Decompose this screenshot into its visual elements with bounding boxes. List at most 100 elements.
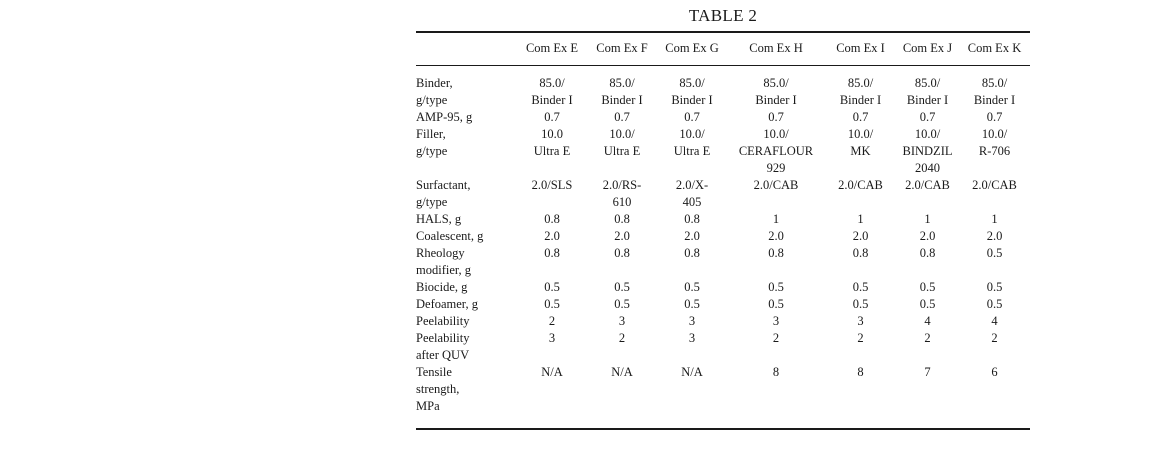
table-row: Peelability after QUV 3 2 3 2 2 2 2 <box>416 330 1030 364</box>
column-header: Com Ex F <box>596 41 648 55</box>
table-cell: 0.5 <box>544 297 560 311</box>
table-body: Binder, g/type 85.0/Binder I 85.0/Binder I 8… <box>416 66 1030 415</box>
table-cell: 2.0 <box>852 229 869 243</box>
table-cell: 2.0 <box>544 229 560 243</box>
table-title: TABLE 2 <box>688 6 758 25</box>
table-cell: 0.7 <box>614 110 630 124</box>
table-cell: 2 <box>857 331 864 345</box>
table-cell: 8 <box>772 365 780 379</box>
table-cell: 2 <box>618 331 626 345</box>
row-label: Biocide, g <box>416 280 468 294</box>
table-cell: 6 <box>991 365 998 379</box>
header-spacer <box>416 66 1030 75</box>
table-cell: 2 <box>924 331 931 345</box>
column-header: Com Ex J <box>902 41 953 55</box>
table-cell: 2.0/RS- 610 <box>602 178 642 209</box>
table-cell: 2.0/CAB <box>753 178 799 192</box>
table-cell: 2.0/X- 405 <box>675 178 709 209</box>
table-row: Biocide, g 0.5 0.5 0.5 0.5 0.5 0.5 0.5 <box>416 279 1030 296</box>
table-cell: 0.5 <box>544 280 560 294</box>
table-cell: 2.0 <box>684 229 700 243</box>
table-cell: 1 <box>772 212 780 226</box>
row-label: Tensile strength, MPa <box>416 365 460 413</box>
table-cell: 1 <box>991 212 998 226</box>
row-label: HALS, g <box>416 212 462 226</box>
table-cell: 0.5 <box>919 297 936 311</box>
table-cell: 0.5 <box>986 297 1003 311</box>
table-cell: 2.0/CAB <box>838 178 883 192</box>
table-cell: 0.5 <box>986 280 1003 294</box>
column-header: Com Ex G <box>665 41 719 55</box>
table-bottom-rule <box>416 428 1030 430</box>
table-cell: 0.5 <box>684 280 700 294</box>
table-cell: 4 <box>924 314 931 328</box>
table-cell: 0.7 <box>544 110 560 124</box>
table-cell: 3 <box>857 314 864 328</box>
data-table: Com Ex E Com Ex F Com Ex G Com Ex H Com Ex I… <box>416 40 1030 415</box>
column-header: Com Ex K <box>967 41 1022 55</box>
column-header: Com Ex E <box>525 41 579 55</box>
table-row: Rheology modifier, g 0.8 0.8 0.8 0.8 0.8 0.8 0.5 <box>416 245 1030 279</box>
table-cell: 2.0 <box>986 229 1003 243</box>
table-cell: N/A <box>611 365 633 379</box>
table-cell: 2.0/SLS <box>531 178 573 192</box>
table-cell: 0.7 <box>986 110 1003 124</box>
table-cell: 2 <box>772 331 780 345</box>
header-cell-empty <box>416 40 517 66</box>
table-row: Surfactant, g/type 2.0/SLS 2.0/RS- 610 2.0/X-… <box>416 177 1030 211</box>
table-cell: 0.7 <box>684 110 700 124</box>
table-cell: 0.8 <box>544 246 560 260</box>
column-header: Com Ex H <box>749 41 803 55</box>
table-cell: 0.7 <box>919 110 936 124</box>
table-cell: 0.8 <box>852 246 869 260</box>
table-cell: 0.8 <box>919 246 936 260</box>
table-cell: 0.8 <box>684 212 700 226</box>
table-cell: 85.0/Binder I <box>601 76 643 107</box>
table-cell: 2.0/CAB <box>972 178 1017 192</box>
table-cell: 10.0/R-706 <box>978 127 1011 158</box>
table-cell: 2.0/CAB <box>905 178 950 192</box>
table-cell: 3 <box>772 314 780 328</box>
table-row: Binder, g/type 85.0/Binder I 85.0/Binder I 8… <box>416 75 1030 109</box>
table-cell: 0.5 <box>684 297 700 311</box>
table-cell: 2.0 <box>919 229 936 243</box>
table-row: Filler, g/type 10.0 Ultra E 10.0/Ultra E 10.0… <box>416 126 1030 177</box>
row-label: Rheology modifier, g <box>416 246 472 277</box>
table-cell: 3 <box>688 331 696 345</box>
row-label: Peelability after QUV <box>416 331 470 362</box>
table-cell: 7 <box>924 365 931 379</box>
table-cell: 2 <box>991 331 998 345</box>
table-cell: 0.5 <box>852 280 869 294</box>
table-cell: N/A <box>541 365 563 379</box>
table-cell: 0.8 <box>768 246 784 260</box>
table-cell: 0.5 <box>768 297 784 311</box>
table-cell: 85.0/Binder I <box>839 76 882 107</box>
table-cell: 0.5 <box>919 280 936 294</box>
table-row: AMP-95, g 0.7 0.7 0.7 0.7 0.7 0.7 0.7 <box>416 109 1030 126</box>
row-label: Filler, g/type <box>416 127 448 158</box>
row-label: Peelability <box>416 314 470 328</box>
table-cell: 0.8 <box>544 212 560 226</box>
table-header: Com Ex E Com Ex F Com Ex G Com Ex H Com Ex I… <box>416 40 1030 66</box>
table-cell: 85.0/Binder I <box>906 76 949 107</box>
row-label: AMP-95, g <box>416 110 473 124</box>
table-cell: 3 <box>688 314 696 328</box>
table-cell: N/A <box>681 365 703 379</box>
table-cell: 1 <box>857 212 864 226</box>
table-cell: 10.0/CERAFLOUR 929 <box>738 127 814 175</box>
table-header-rule <box>416 65 1030 66</box>
table-row: Coalescent, g 2.0 2.0 2.0 2.0 2.0 2.0 2.0 <box>416 228 1030 245</box>
header-row: Com Ex E Com Ex F Com Ex G Com Ex H Com Ex I… <box>416 40 1030 66</box>
table-cell: 0.5 <box>768 280 784 294</box>
table-cell: 0.5 <box>852 297 869 311</box>
table-cell: 85.0/Binder I <box>531 76 573 107</box>
table-cell: 0.8 <box>614 212 630 226</box>
table-cell: 85.0/Binder I <box>973 76 1016 107</box>
table-cell: 0.5 <box>614 280 630 294</box>
column-header: Com Ex I <box>836 41 885 55</box>
row-label: Binder, g/type <box>416 76 453 107</box>
table-cell: 2.0 <box>614 229 630 243</box>
table-cell: 10.0 Ultra E <box>533 127 571 158</box>
table-cell: 0.5 <box>614 297 630 311</box>
